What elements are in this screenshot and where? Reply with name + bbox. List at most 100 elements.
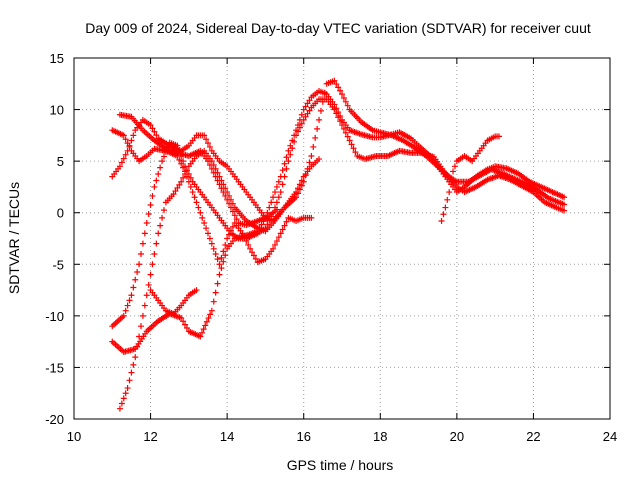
data-point <box>208 165 215 172</box>
data-point <box>118 159 125 166</box>
data-point <box>241 234 248 241</box>
data-point <box>273 238 280 245</box>
data-point <box>344 133 351 140</box>
data-point <box>153 177 160 184</box>
data-point <box>243 238 250 245</box>
data-point <box>141 302 148 309</box>
data-point <box>245 241 252 248</box>
data-point <box>176 181 183 188</box>
data-point <box>193 287 200 294</box>
data-point <box>151 128 158 135</box>
data-point <box>272 189 278 196</box>
data-point <box>247 245 254 252</box>
data-point <box>335 84 342 91</box>
data-point <box>149 261 156 268</box>
data-point <box>226 231 233 238</box>
data-point <box>216 181 223 188</box>
data-point <box>272 241 278 248</box>
data-point <box>227 204 234 211</box>
data-point <box>264 221 271 228</box>
data-point <box>495 133 502 140</box>
x-tick-label: 12 <box>143 429 157 444</box>
y-tick-label: -5 <box>52 257 64 272</box>
data-point <box>208 307 215 314</box>
data-point <box>203 225 210 232</box>
data-point <box>203 136 210 143</box>
series-arc-3 <box>109 96 568 330</box>
data-point <box>187 174 194 181</box>
data-points <box>109 77 568 412</box>
data-point <box>160 153 167 160</box>
data-point <box>136 261 143 268</box>
data-point <box>335 114 342 121</box>
data-point <box>220 189 227 196</box>
data-point <box>153 132 160 139</box>
data-point <box>189 189 196 196</box>
x-axis-label: GPS time / hours <box>287 457 394 473</box>
data-point <box>145 281 152 288</box>
data-point <box>438 217 445 224</box>
data-point <box>250 252 257 259</box>
data-point <box>172 188 179 195</box>
data-point <box>203 318 210 325</box>
data-point <box>149 192 156 199</box>
grid-lines <box>74 58 610 419</box>
data-point <box>182 321 189 328</box>
data-point <box>178 178 185 185</box>
data-point <box>350 145 357 152</box>
data-point <box>331 77 338 84</box>
data-point <box>185 178 192 185</box>
data-point <box>446 189 453 196</box>
data-point <box>302 103 309 110</box>
y-tick-label: 5 <box>57 154 64 169</box>
data-point <box>302 113 309 120</box>
data-point <box>304 110 311 117</box>
data-point <box>134 343 141 350</box>
data-point <box>275 194 282 201</box>
data-point <box>130 361 137 368</box>
data-point <box>141 230 148 237</box>
data-point <box>340 125 347 132</box>
data-point <box>124 140 131 147</box>
x-axis-ticks: 10 12 14 16 18 20 22 24 <box>67 58 617 444</box>
data-point <box>132 276 139 283</box>
data-point <box>210 298 217 305</box>
data-point <box>283 218 290 225</box>
data-point <box>258 221 265 228</box>
data-point <box>210 169 217 176</box>
data-point <box>170 191 177 198</box>
y-tick-label: -20 <box>45 412 64 427</box>
data-point <box>201 132 208 139</box>
data-point <box>310 143 317 150</box>
data-point <box>291 138 298 145</box>
data-point <box>207 311 214 318</box>
data-point <box>285 147 292 154</box>
data-point <box>561 194 568 201</box>
data-point <box>448 178 455 185</box>
data-point <box>183 173 190 180</box>
data-point <box>227 227 234 234</box>
data-point <box>180 318 187 325</box>
x-tick-label: 18 <box>373 429 387 444</box>
data-point <box>314 125 321 132</box>
data-point <box>281 173 288 180</box>
y-tick-label: 10 <box>50 103 64 118</box>
data-point <box>306 97 313 104</box>
data-point <box>283 165 290 172</box>
data-point <box>206 162 213 169</box>
data-point <box>143 292 150 299</box>
y-tick-label: -10 <box>45 309 64 324</box>
data-point <box>249 249 256 256</box>
data-point <box>316 116 323 123</box>
data-point <box>122 390 129 397</box>
data-point <box>143 220 150 227</box>
data-point <box>199 214 206 221</box>
data-point <box>157 222 164 229</box>
data-point <box>561 201 568 208</box>
x-tick-label: 10 <box>67 429 81 444</box>
x-tick-label: 24 <box>603 429 617 444</box>
data-point <box>252 255 259 262</box>
data-point <box>202 322 209 329</box>
data-point <box>138 323 144 330</box>
